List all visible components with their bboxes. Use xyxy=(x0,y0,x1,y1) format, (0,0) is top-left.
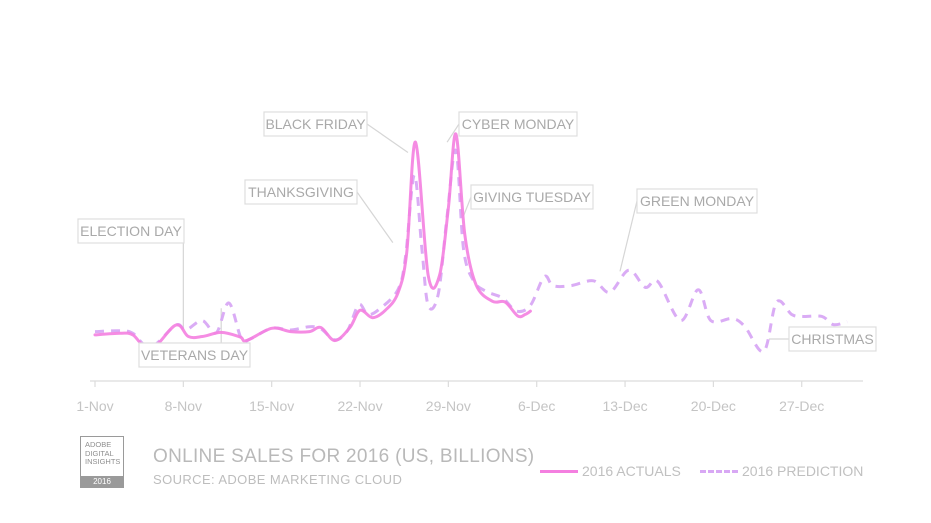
chart-annotations: ELECTION DAY VETERANS DAY THANKSGIVING BLAC… xyxy=(77,111,877,368)
x-tick-label: 29-Nov xyxy=(426,398,471,414)
annotation-label: CHRISTMAS xyxy=(791,331,873,347)
badge-year: 2016 xyxy=(81,476,123,487)
annotation-label: VETERANS DAY xyxy=(141,347,249,363)
legend-item-actuals: 2016 ACTUALS xyxy=(540,463,681,479)
legend-swatch-prediction xyxy=(700,469,738,473)
annotation-cyber-monday: CYBER MONDAY xyxy=(458,111,578,137)
x-tick-label: 8-Nov xyxy=(165,398,202,414)
chart-source: SOURCE: ADOBE MARKETING CLOUD xyxy=(153,472,403,487)
annotation-label: BLACK FRIDAY xyxy=(265,116,366,132)
annotation-box xyxy=(244,179,358,205)
annotation-thanksgiving: THANKSGIVING xyxy=(244,179,358,205)
annotation-leader xyxy=(356,191,394,243)
x-tick-label: 1-Nov xyxy=(76,398,113,414)
x-tick-label: 15-Nov xyxy=(249,398,294,414)
badge-line-3: INSIGHTS xyxy=(85,457,121,466)
x-tick-label: 13-Dec xyxy=(602,398,647,414)
annotation-leader xyxy=(366,123,409,153)
annotation-label: GREEN MONDAY xyxy=(640,193,755,209)
annotation-green-monday: GREEN MONDAY xyxy=(636,188,758,214)
annotation-box xyxy=(788,326,877,352)
badge-line-2: DIGITAL xyxy=(85,448,114,458)
legend-item-prediction: 2016 PREDICTION xyxy=(700,463,863,479)
annotation-box xyxy=(263,111,368,137)
series-line-actuals xyxy=(93,132,532,352)
annotation-leader xyxy=(462,196,472,217)
x-axis-ticks xyxy=(94,381,803,387)
x-tick-label: 27-Dec xyxy=(779,398,824,414)
annotation-black-friday: BLACK FRIDAY xyxy=(263,111,368,137)
annotation-election-day: ELECTION DAY xyxy=(77,218,185,244)
chart-title: ONLINE SALES FOR 2016 (US, BILLIONS) xyxy=(153,446,535,467)
legend-label-prediction: 2016 PREDICTION xyxy=(742,463,864,479)
annotation-giving-tuesday: GIVING TUESDAY xyxy=(470,184,594,210)
annotation-leader xyxy=(619,200,638,272)
annotation-label: CYBER MONDAY xyxy=(462,116,575,132)
annotation-label: THANKSGIVING xyxy=(248,184,354,200)
annotation-veterans-day: VETERANS DAY xyxy=(138,342,251,368)
annotation-box xyxy=(458,111,578,137)
x-tick-label: 20-Dec xyxy=(691,398,736,414)
annotation-box xyxy=(77,218,185,244)
annotation-box xyxy=(138,342,251,368)
annotation-christmas: CHRISTMAS xyxy=(788,326,877,352)
series-line-prediction xyxy=(94,148,848,354)
adobe-digital-insights-badge: ADOBE DIGITAL INSIGHTS 2016 xyxy=(80,436,124,488)
annotation-box xyxy=(636,188,758,214)
legend-label-actuals: 2016 ACTUALS xyxy=(582,463,681,479)
x-tick-label: 6-Dec xyxy=(518,398,555,414)
x-tick-label: 22-Nov xyxy=(337,398,382,414)
legend-swatch-actuals xyxy=(540,469,578,473)
badge-line-1: ADOBE xyxy=(85,440,112,449)
annotation-leader xyxy=(446,123,460,143)
chart-series xyxy=(93,132,848,354)
annotation-label: ELECTION DAY xyxy=(80,223,182,239)
annotation-label: GIVING TUESDAY xyxy=(473,189,591,205)
x-axis-tick-labels: 1-Nov 8-Nov 15-Nov 22-Nov 29-Nov 6-Dec 13-Dec 2… xyxy=(76,398,824,414)
annotation-leaders xyxy=(182,123,789,343)
annotation-box xyxy=(470,184,594,210)
